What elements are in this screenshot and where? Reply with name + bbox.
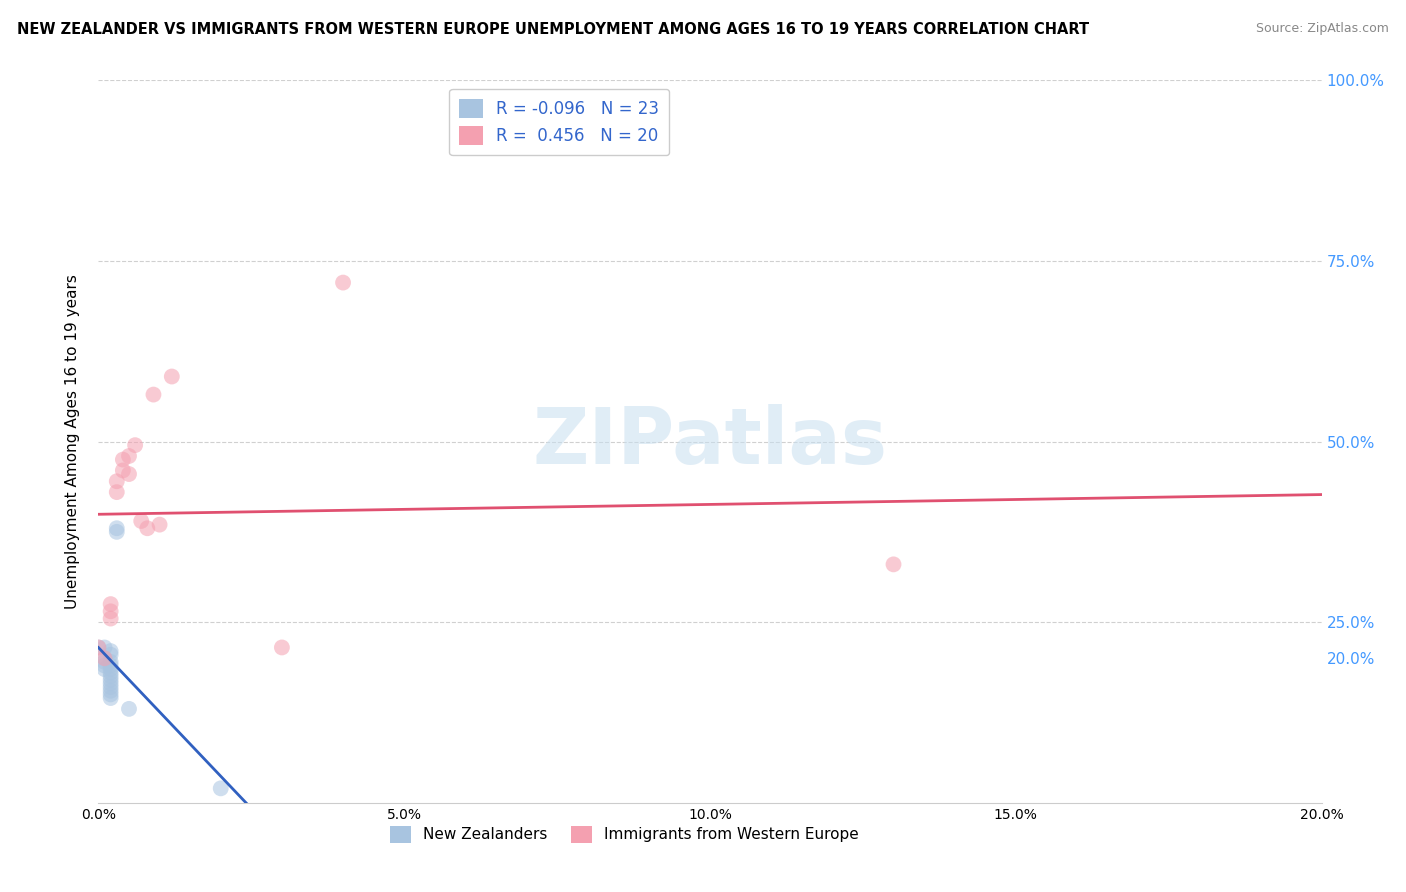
Point bbox=[111, 452, 134, 467]
Point bbox=[93, 662, 115, 676]
Point bbox=[142, 387, 165, 401]
Point bbox=[332, 276, 354, 290]
Point bbox=[105, 475, 128, 489]
Point bbox=[105, 521, 128, 535]
Point bbox=[100, 648, 122, 662]
Point bbox=[87, 640, 110, 655]
Point bbox=[111, 463, 134, 477]
Point bbox=[87, 640, 110, 655]
Point bbox=[124, 438, 146, 452]
Point bbox=[93, 651, 115, 665]
Point bbox=[209, 781, 232, 796]
Point bbox=[105, 524, 128, 539]
Point bbox=[118, 467, 141, 481]
Point bbox=[118, 702, 141, 716]
Point bbox=[93, 651, 115, 665]
Point bbox=[100, 611, 122, 625]
Point bbox=[93, 658, 115, 673]
Text: NEW ZEALANDER VS IMMIGRANTS FROM WESTERN EUROPE UNEMPLOYMENT AMONG AGES 16 TO 19: NEW ZEALANDER VS IMMIGRANTS FROM WESTERN… bbox=[17, 22, 1090, 37]
Point bbox=[129, 514, 152, 528]
Point bbox=[118, 449, 141, 463]
Point bbox=[100, 655, 122, 669]
Text: Source: ZipAtlas.com: Source: ZipAtlas.com bbox=[1256, 22, 1389, 36]
Y-axis label: Unemployment Among Ages 16 to 19 years: Unemployment Among Ages 16 to 19 years bbox=[65, 274, 80, 609]
Text: ZIPatlas: ZIPatlas bbox=[533, 403, 887, 480]
Point bbox=[105, 485, 128, 500]
Point bbox=[100, 665, 122, 680]
Point bbox=[100, 597, 122, 611]
Point bbox=[100, 604, 122, 618]
Point bbox=[100, 644, 122, 658]
Point bbox=[270, 640, 292, 655]
Point bbox=[100, 662, 122, 676]
Point bbox=[883, 558, 905, 572]
Point bbox=[100, 680, 122, 694]
Point bbox=[93, 640, 115, 655]
Point bbox=[100, 683, 122, 698]
Point bbox=[100, 687, 122, 701]
Point bbox=[100, 676, 122, 690]
Legend: New Zealanders, Immigrants from Western Europe: New Zealanders, Immigrants from Western … bbox=[384, 820, 865, 849]
Point bbox=[149, 517, 172, 532]
Point bbox=[100, 658, 122, 673]
Point bbox=[136, 521, 159, 535]
Point bbox=[100, 673, 122, 687]
Point bbox=[160, 369, 183, 384]
Point bbox=[93, 655, 115, 669]
Point bbox=[100, 691, 122, 706]
Point bbox=[100, 669, 122, 683]
